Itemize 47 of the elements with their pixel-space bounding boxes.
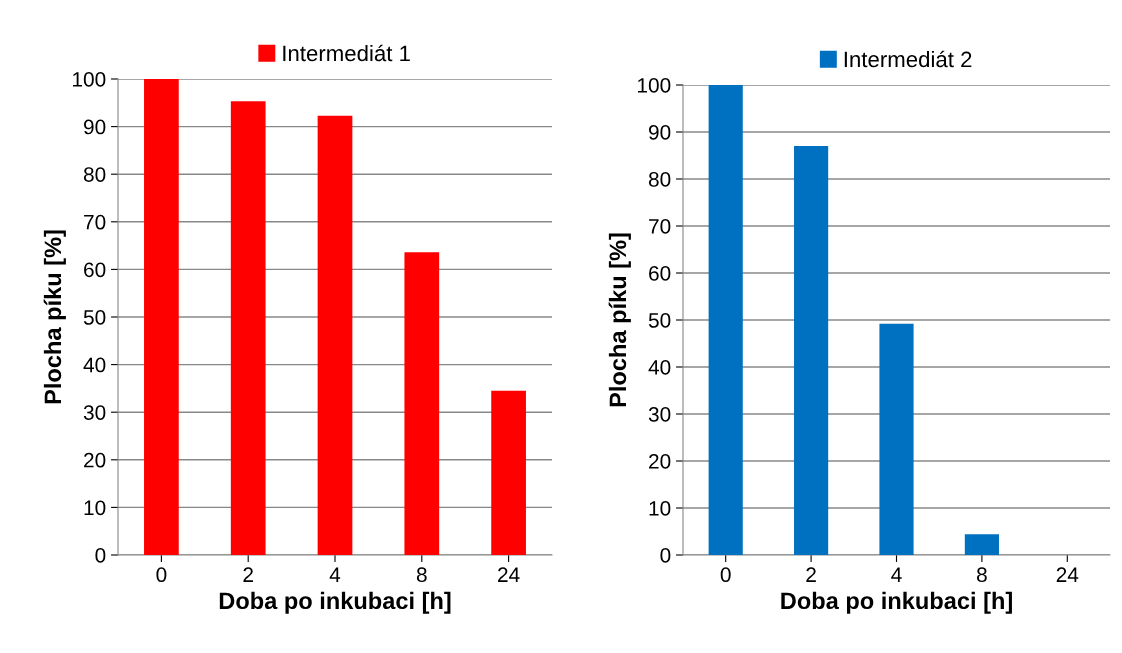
y-tick-label: 20 (649, 454, 671, 469)
y-tick-label: 10 (84, 500, 106, 516)
x-tick-label: 24 (498, 567, 520, 582)
bar (708, 85, 743, 555)
legend-label: Intermediát 2 (844, 50, 972, 68)
bar (794, 146, 829, 555)
y-tick-label: 10 (649, 501, 671, 516)
bar (317, 115, 353, 555)
x-tick-label: 0 (720, 567, 731, 583)
bar (404, 252, 440, 555)
y-tick-label: 80 (648, 172, 671, 187)
y-tick-label: 20 (84, 452, 106, 468)
y-tick-label: 50 (648, 313, 671, 328)
legend-label: Intermediát 1 (283, 44, 410, 62)
y-axis-title: Plocha píku [%] (43, 230, 66, 404)
bar (144, 79, 179, 555)
y-tick-label: 50 (83, 310, 106, 325)
y-tick-label: 100 (73, 72, 106, 87)
y-tick-label: 60 (649, 266, 671, 281)
x-axis-title: Doba po inkubaci [h] (781, 591, 1012, 614)
x-tick-label: 8 (416, 567, 427, 583)
bar (230, 101, 266, 555)
y-tick-label: 0 (660, 548, 671, 563)
y-tick-label: 30 (648, 407, 671, 422)
y-tick-label: 40 (648, 360, 671, 375)
y-tick-label: 100 (638, 78, 671, 93)
y-tick-label: 90 (649, 125, 671, 140)
y-tick-label: 40 (83, 357, 106, 373)
bar (491, 390, 526, 555)
x-tick-label: 4 (891, 567, 902, 582)
x-tick-label: 0 (156, 567, 167, 583)
bar (879, 323, 914, 555)
y-tick-label: 90 (84, 119, 106, 135)
x-tick-label: 2 (243, 567, 253, 582)
y-axis-title: Plocha píku [%] (608, 233, 631, 407)
x-tick-label: 24 (1056, 567, 1079, 582)
x-tick-label: 2 (806, 567, 816, 582)
y-tick-label: 70 (84, 214, 106, 230)
y-tick-label: 0 (95, 548, 106, 563)
y-tick-label: 60 (84, 262, 106, 278)
y-tick-label: 30 (83, 405, 106, 420)
x-tick-label: 4 (329, 567, 341, 582)
y-tick-label: 80 (83, 167, 106, 182)
bar (964, 534, 999, 555)
y-tick-label: 70 (649, 219, 671, 234)
x-tick-label: 8 (977, 567, 987, 583)
x-axis-title: Doba po inkubaci [h] (219, 591, 451, 614)
